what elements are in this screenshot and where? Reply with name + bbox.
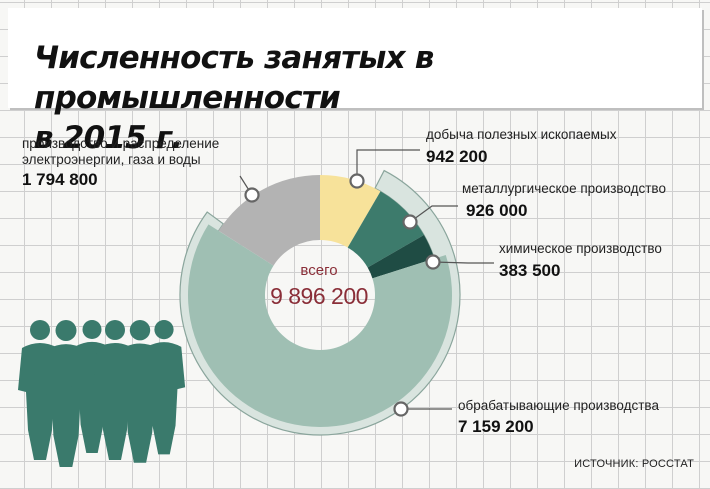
marker-mining: [349, 173, 365, 189]
marker-electricity: [244, 187, 260, 203]
slice-chemical: [367, 235, 435, 279]
slice-label-electricity-line2: электроэнергии, газа и воды: [22, 152, 201, 167]
slice-mining: [320, 175, 381, 248]
leader-metallurgy: [409, 205, 458, 223]
slice-label-mining: добыча полезных ископаемых: [426, 127, 617, 142]
leader-chemical: [432, 261, 494, 264]
title-panel: Численность занятых в промышленности в 2…: [8, 8, 702, 156]
person-silhouette: [142, 320, 186, 455]
slice-label-manufacturing: обрабатывающие производства: [458, 398, 659, 413]
leader-lines: [239, 149, 494, 417]
slice-label-electricity-line1: производство и распределение: [22, 136, 220, 151]
total-value: 9 896 200: [270, 283, 368, 309]
slice-label-chemical: химическое производство: [499, 241, 662, 256]
title-line-1: Численность занятых в промышленности: [34, 40, 434, 116]
slice-value-metallurgy: 926 000: [466, 201, 528, 220]
slice-metallurgy: [347, 191, 424, 268]
slice-manufacturing: [188, 224, 452, 427]
marker-metallurgy: [402, 214, 418, 230]
total-caption: всего: [300, 262, 338, 279]
donut-slices: [188, 175, 452, 427]
slice-value-manufacturing: 7 159 200: [458, 417, 534, 436]
marker-chemical: [425, 254, 441, 270]
marker-manufacturing: [393, 401, 409, 417]
slice-electricity: [218, 175, 320, 266]
slice-value-mining: 942 200: [426, 147, 488, 166]
chart-title: Численность занятых в промышленности в 2…: [34, 38, 702, 158]
slice-label-metallurgy: металлургическое производство: [462, 181, 666, 196]
slice-value-electricity: 1 794 800: [22, 170, 98, 189]
leader-mining: [356, 149, 420, 181]
title-line-2: в 2015 г.: [34, 120, 183, 156]
slice-value-chemical: 383 500: [499, 261, 561, 280]
people-silhouettes-icon: [18, 320, 186, 467]
source-note: ИСТОЧНИК: РОССТАТ: [574, 458, 694, 470]
